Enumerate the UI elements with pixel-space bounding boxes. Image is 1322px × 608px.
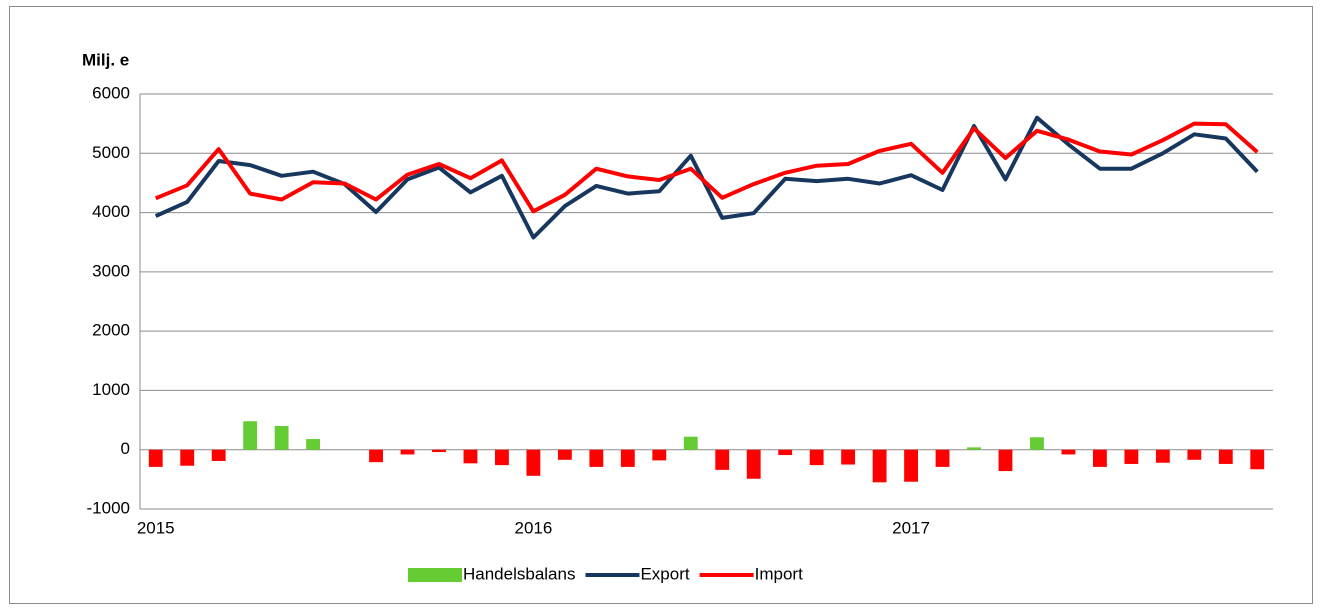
bar [1092,449,1107,467]
bar [589,449,604,467]
x-tick-label: 2017 [892,518,930,537]
bar [1030,437,1044,450]
y-tick-label: 3000 [92,261,130,280]
bar [715,449,730,470]
bar [1061,449,1076,455]
legend-label: Import [755,564,803,583]
x-tick-label: 2016 [514,518,552,537]
bar [495,449,509,466]
bar [1124,449,1139,464]
y-tick-label: 2000 [92,321,130,340]
bar [211,449,226,461]
bar [809,449,824,466]
x-tick-label: 2015 [137,518,175,537]
bar [683,436,698,450]
bar [652,449,667,461]
y-tick-label: 1000 [92,380,130,399]
bar [872,449,887,483]
bar [998,449,1013,472]
bar [904,449,918,482]
y-tick-label: 5000 [92,143,130,162]
bar [1155,449,1170,463]
bar [746,449,761,479]
bar [180,449,195,466]
bar [526,449,541,476]
y-tick-label: 4000 [92,202,130,221]
chart-frame [9,6,1313,604]
bar [400,449,415,455]
bar [1187,449,1202,460]
bar [557,449,572,460]
bar [148,449,163,467]
y-tick-label: 0 [121,439,130,458]
bar [778,449,793,456]
bar [306,439,321,450]
bar [620,449,635,467]
legend-swatch [408,568,462,582]
bar [841,449,856,465]
bar [274,426,289,450]
legend-label: Export [640,564,689,583]
bar [432,449,446,453]
line [154,121,1259,214]
bar [935,449,950,467]
legend-label: Handelsbalans [463,564,575,583]
bar [1218,449,1233,464]
bar [1250,449,1265,470]
bar [369,449,383,463]
y-tick-label: 6000 [92,83,130,102]
bar [463,449,478,464]
bar [967,447,981,450]
y-axis-label: Milj. e [82,50,129,69]
y-tick-label: -1000 [87,498,130,517]
bar [243,421,258,450]
